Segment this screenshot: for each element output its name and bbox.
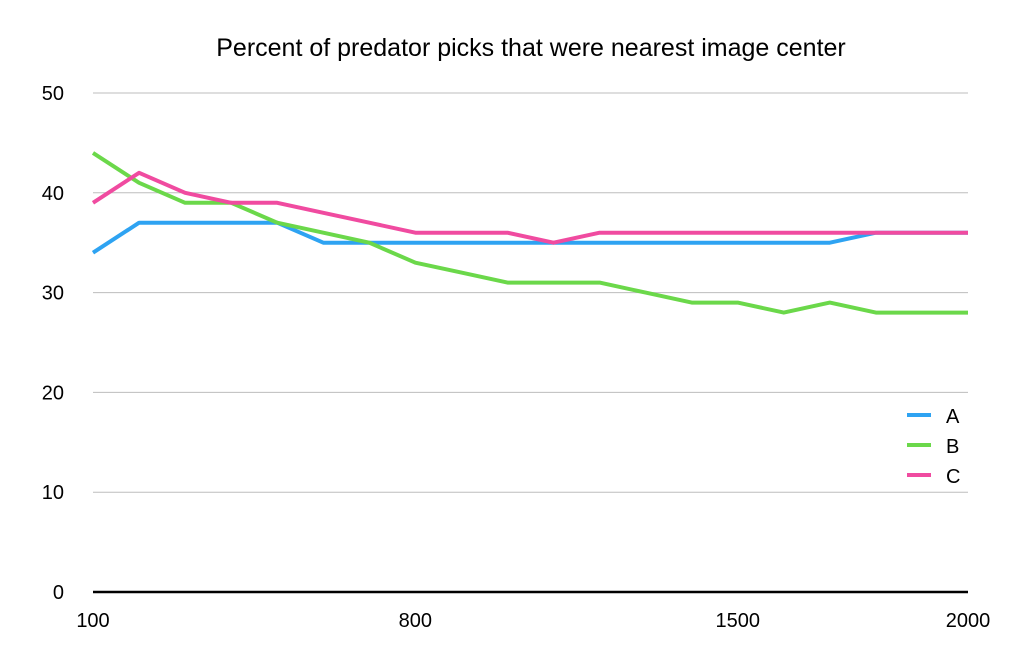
y-tick-label: 20 xyxy=(42,382,64,404)
chart-title: Percent of predator picks that were near… xyxy=(216,34,846,62)
series-line-b xyxy=(91,151,968,315)
y-tick-label: 0 xyxy=(53,582,64,604)
legend-label-a: A xyxy=(946,406,960,428)
series-lines xyxy=(91,151,968,315)
legend-label-c: C xyxy=(946,466,960,488)
y-axis-ticks: 0 10 20 30 40 50 xyxy=(42,83,64,604)
y-tick-label: 10 xyxy=(42,482,64,504)
x-tick-label: 2000 xyxy=(946,610,991,632)
series-line-c xyxy=(91,170,968,245)
grid-lines xyxy=(93,92,968,594)
y-tick-label: 30 xyxy=(42,283,64,305)
legend: ABC xyxy=(907,406,960,488)
x-tick-label: 800 xyxy=(399,610,432,632)
y-tick-label: 50 xyxy=(42,83,64,105)
x-axis-ticks: 100 800 1500 2000 xyxy=(76,610,990,632)
y-tick-label: 40 xyxy=(42,183,64,205)
x-tick-label: 100 xyxy=(76,610,109,632)
series-line-a xyxy=(91,220,968,255)
legend-label-b: B xyxy=(946,436,959,458)
x-tick-label: 1500 xyxy=(715,610,760,632)
